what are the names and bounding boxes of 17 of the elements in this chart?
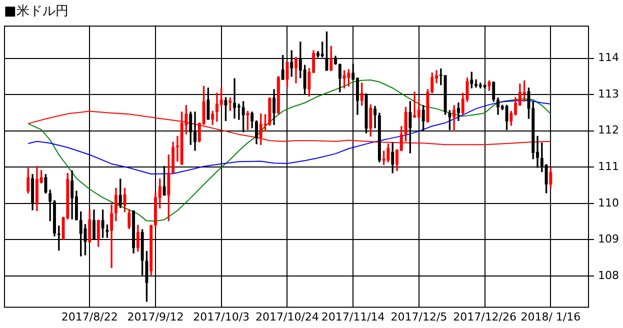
y-tick-label: 108 [598,268,620,282]
y-tick-label: 111 [598,160,620,173]
x-tick-label: 2017/10/24 [256,310,319,324]
candlestick [413,92,416,118]
y-tick-label: 110 [598,196,620,210]
x-tick-label: 2017/12/26 [453,310,517,324]
y-tick-label: 113 [598,87,620,100]
x-tick-label: 2017/12/5 [390,310,448,324]
chart-title: ■米ドル円 [4,4,68,20]
x-tick-label: 2017/11/14 [321,310,385,324]
x-tick-label: 2018/ 1/16 [520,310,581,324]
x-tick-label: 2017/10/3 [193,310,250,324]
y-tick-label: 114 [598,51,620,64]
x-tick-label: 2017/8/22 [61,310,118,324]
y-tick-label: 112 [598,124,620,137]
y-tick-label: 109 [598,232,620,246]
x-tick-label: 2017/9/12 [127,310,184,324]
